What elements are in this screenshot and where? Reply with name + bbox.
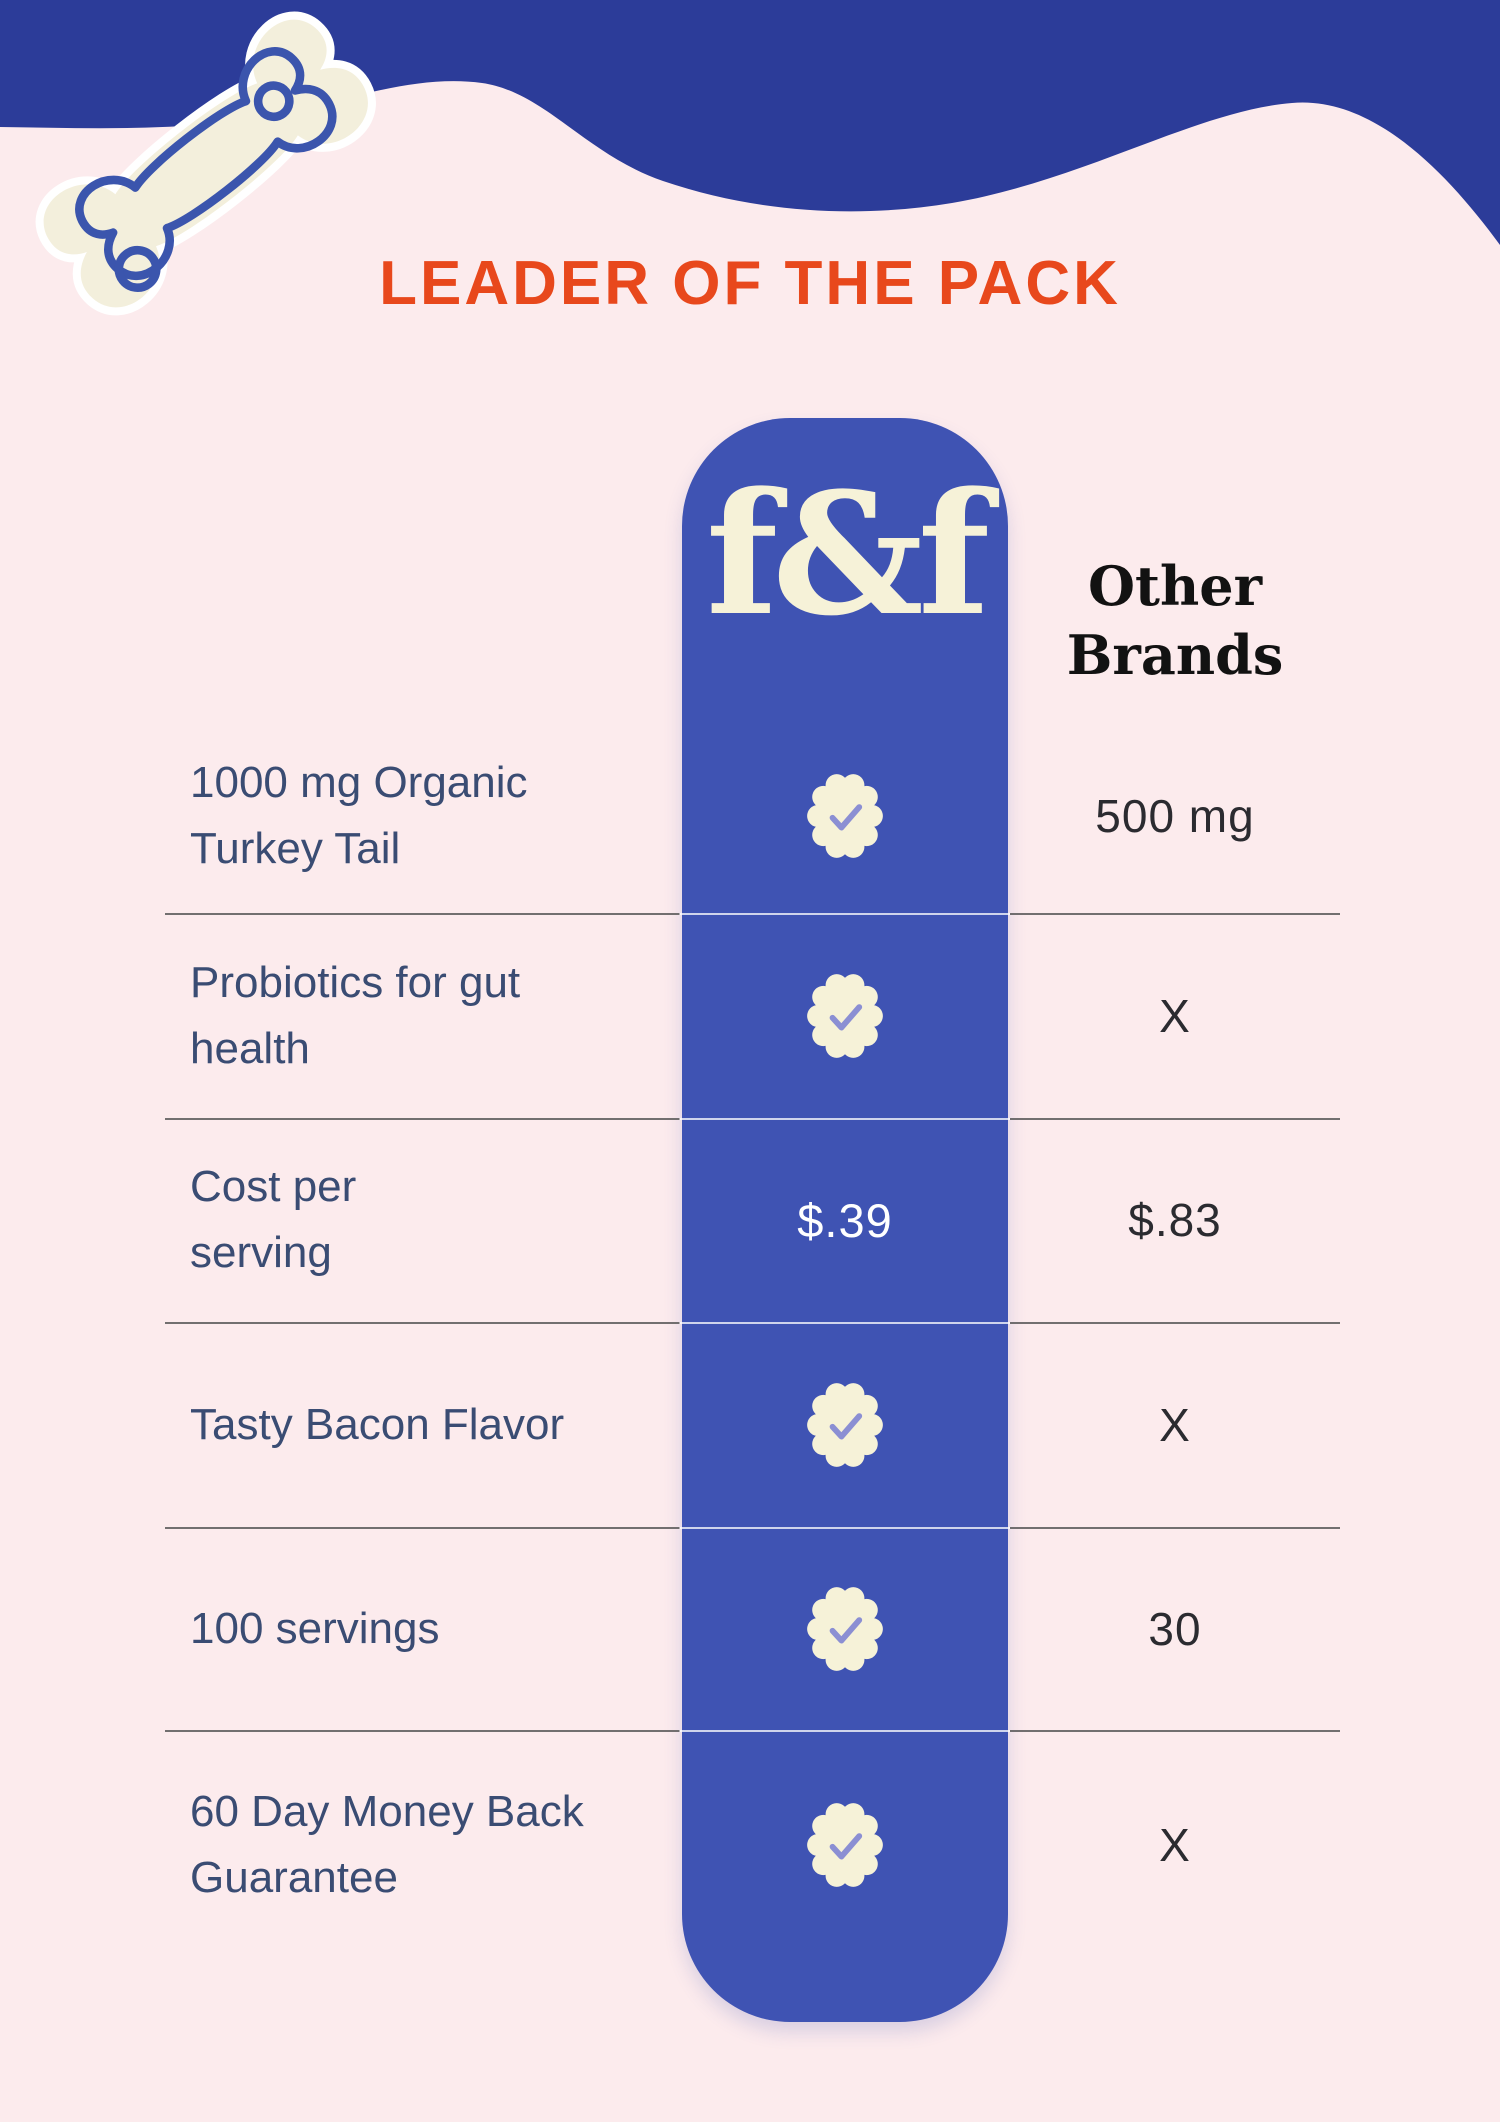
table-row: Cost per serving $.39 $.83 <box>165 1118 1340 1322</box>
verified-check-badge-icon <box>807 1586 883 1671</box>
verified-check-badge-icon <box>807 773 883 858</box>
row-divider <box>165 1118 1340 1120</box>
other-value: $.83 <box>1128 1194 1222 1246</box>
other-value-cell: 30 <box>1010 1602 1340 1656</box>
other-value-cell: X <box>1010 1818 1340 1872</box>
feature-label: 60 Day Money Back Guarantee <box>190 1787 584 1902</box>
ff-value-cell <box>680 772 1010 860</box>
bone-icon <box>35 11 376 316</box>
verified-check-badge-icon <box>807 1382 883 1467</box>
feature-label: Probiotics for gut health <box>190 957 521 1073</box>
other-value: X <box>1159 1398 1191 1451</box>
feature-label: 100 servings <box>190 1603 440 1653</box>
ff-value-cell <box>680 972 1010 1060</box>
ff-value: $.39 <box>797 1193 893 1247</box>
other-value-cell: X <box>1010 989 1340 1043</box>
ff-value-cell: $.39 <box>680 1193 1010 1248</box>
ff-value-cell <box>680 1801 1010 1889</box>
page-title: LEADER OF THE PACK <box>379 249 1121 318</box>
other-value: X <box>1159 989 1191 1042</box>
brand-column-pill <box>682 418 1008 2022</box>
table-row: Tasty Bacon Flavor X <box>165 1322 1340 1527</box>
row-divider <box>165 1730 1340 1732</box>
feature-label: Cost per serving <box>190 1162 357 1277</box>
other-value-cell: X <box>1010 1398 1340 1452</box>
other-value: X <box>1159 1819 1191 1871</box>
other-value-cell: $.83 <box>1010 1193 1340 1247</box>
other-value: 30 <box>1148 1602 1202 1655</box>
table-row: 60 Day Money Back Guarantee X <box>165 1730 1340 1960</box>
verified-check-badge-icon <box>807 1803 883 1887</box>
other-brands-heading: Other Brands <box>1066 554 1284 688</box>
other-value-cell: 500 mg <box>1010 789 1340 843</box>
row-divider <box>165 1322 1340 1324</box>
table-row: 100 servings 30 <box>165 1527 1340 1730</box>
table-row: 1000 mg Organic Turkey Tail 500 mg <box>165 718 1340 913</box>
wave-header-shape <box>0 0 1500 245</box>
row-divider <box>165 1527 1340 1529</box>
comparison-table: 1000 mg Organic Turkey Tail 500 mg <box>165 718 1340 1960</box>
feature-label: 1000 mg Organic Turkey Tail <box>190 757 528 873</box>
verified-check-badge-icon <box>807 973 883 1058</box>
row-divider <box>165 913 1340 915</box>
ff-value-cell <box>680 1585 1010 1673</box>
other-value: 500 mg <box>1095 789 1255 842</box>
feature-label: Tasty Bacon Flavor <box>190 1399 565 1449</box>
table-row: Probiotics for gut health X <box>165 913 1340 1118</box>
ff-value-cell <box>680 1381 1010 1469</box>
brand-logo: f&f <box>705 455 990 653</box>
